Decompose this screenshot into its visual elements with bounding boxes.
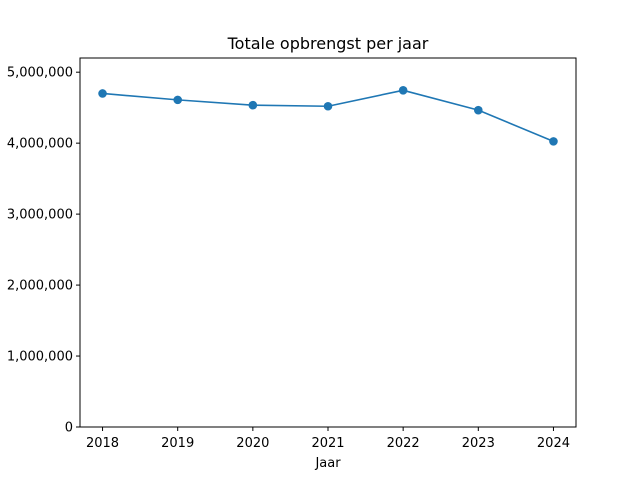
data-point	[398, 85, 408, 95]
series-line	[102, 89, 554, 143]
y-tick-label: 3,000,000	[7, 208, 73, 223]
data-point	[323, 101, 333, 111]
data-point	[549, 137, 558, 146]
y-tick-label: 0	[65, 421, 73, 436]
y-tick-label: 5,000,000	[7, 66, 73, 81]
x-tick-label: 2021	[311, 436, 344, 451]
data-point	[248, 100, 258, 110]
y-tick-label: 4,000,000	[7, 137, 73, 152]
x-tick-label: 2022	[387, 436, 420, 451]
x-tick-label: 2020	[236, 436, 269, 451]
y-tick-label: 1,000,000	[7, 350, 73, 365]
x-tick-label: 2018	[86, 436, 119, 451]
y-tick-label: 2,000,000	[7, 279, 73, 294]
data-point	[173, 95, 182, 105]
plot-area	[79, 57, 577, 428]
series-layer	[98, 85, 558, 146]
y-axis: 0 1,000,000 2,000,000 3,000,000 4,000,000 5,0…	[7, 66, 80, 436]
x-tick-label: 2024	[537, 436, 570, 451]
x-axis-label: Jaar	[314, 456, 341, 471]
x-tick-label: 2023	[462, 436, 495, 451]
data-point	[474, 105, 483, 115]
data-point	[98, 89, 107, 98]
x-axis: 2018 2019 2020 2021 2022 2023 2024	[86, 427, 570, 451]
x-tick-label: 2019	[161, 436, 194, 451]
chart-title: Totale opbrengst per jaar	[227, 34, 429, 53]
